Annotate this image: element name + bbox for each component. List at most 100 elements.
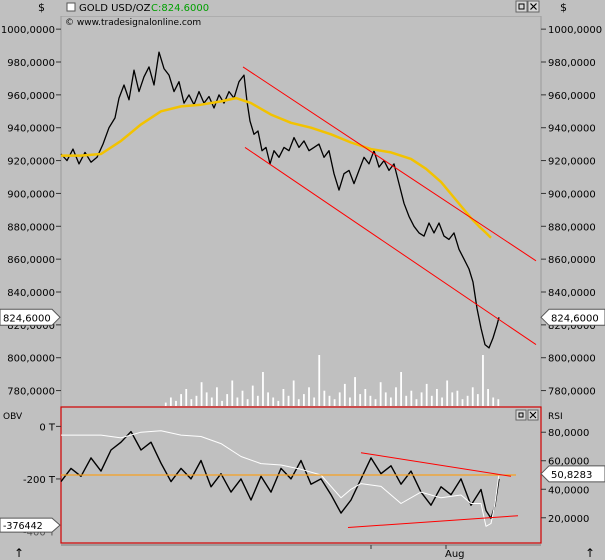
website-credit: © www.tradesignalonline.com <box>65 18 201 28</box>
last-price-text-right: 824,6000 <box>551 313 599 324</box>
y-tick-label-right: 800,0000 <box>548 354 596 365</box>
obv-tick-label: -200 T <box>23 475 56 486</box>
y-tick-label-right: 880,0000 <box>548 222 596 233</box>
volume-bar <box>354 377 356 406</box>
indicator-ticks: 0 T -200 T -400 T 80,0000 60,0000 40,0000 20,0… <box>23 422 589 538</box>
y-tick-label-right: 940,0000 <box>548 124 596 135</box>
volume-bar <box>190 399 193 406</box>
price-line <box>60 51 500 349</box>
volume-bar <box>251 385 254 406</box>
obv-line <box>60 430 500 520</box>
rsi-last-tag <box>540 465 605 483</box>
volume-bar <box>389 397 392 406</box>
y-tick-label-right: 820,0000 <box>548 321 596 332</box>
y-tick-label-left: 780,0000 <box>7 387 55 398</box>
volume-bar <box>456 390 459 406</box>
last-price-markers: 824,6000 824,6000 <box>0 308 605 326</box>
rsi-last-text: 50,8283 <box>551 470 592 481</box>
lower-trendline-line <box>347 515 519 528</box>
volume-bar <box>226 394 229 406</box>
volume-bar <box>410 390 413 406</box>
volume-bar <box>169 397 172 406</box>
price-y-ticks: 1000,0000 1000,0000 980,0000 980,0000 960,00… <box>1 25 602 397</box>
rsi-line <box>61 430 500 527</box>
rsi-tick-label: 20,0000 <box>548 514 589 525</box>
rsi-tick-label: 40,0000 <box>548 485 589 496</box>
volume-bar <box>303 394 305 406</box>
indicator-series-group: -376442 50,8283 <box>0 430 605 533</box>
volume-bar <box>333 399 336 406</box>
y-tick-label-left: 920,0000 <box>7 157 55 168</box>
obv-hidden-tick-label: -400 T <box>23 527 56 538</box>
obv-tick-label: 0 T <box>39 422 56 433</box>
volume-bar <box>430 395 433 406</box>
volume-bar <box>256 395 259 406</box>
volume-bar <box>487 389 489 406</box>
y-tick-label-left: 860,0000 <box>7 255 55 266</box>
y-tick-label-left: 900,0000 <box>7 189 55 200</box>
volume-bar <box>195 395 198 406</box>
volume-bar <box>200 382 203 406</box>
last-price-tag-left <box>0 308 61 326</box>
volume-bar <box>246 399 249 406</box>
volume-bar <box>476 394 479 406</box>
volume-bar <box>308 387 310 406</box>
y-tick-label-left: 980,0000 <box>7 58 55 69</box>
volume-bar <box>267 392 269 406</box>
volume-bar <box>328 395 331 406</box>
volume-bar <box>451 392 454 406</box>
volume-bar <box>180 394 182 406</box>
volume-bar <box>338 392 341 406</box>
indicator-restore-icon[interactable] <box>515 409 527 421</box>
volume-bar <box>216 387 218 406</box>
y-tick-label-right: 860,0000 <box>548 255 596 266</box>
volume-bar <box>343 383 346 406</box>
volume-bar <box>175 400 177 406</box>
y-tick-label-right: 920,0000 <box>548 157 596 168</box>
volume-bar <box>379 382 382 406</box>
obv-last-text: -376442 <box>3 521 43 532</box>
y-tick-label-right: 1000,0000 <box>548 25 602 36</box>
volume-bar <box>231 380 234 406</box>
volume-bar <box>313 397 316 406</box>
volume-bar <box>441 397 443 406</box>
volume-bar <box>436 389 438 406</box>
volume-bar <box>471 387 474 406</box>
volume-bar <box>349 397 351 406</box>
y-tick-label-left: 800,0000 <box>7 354 55 365</box>
x-tick-label: Aug <box>445 549 465 560</box>
volume-bar <box>466 395 469 406</box>
volume-bar <box>364 389 367 406</box>
volume-bar <box>395 387 397 406</box>
close-icon[interactable] <box>527 0 540 13</box>
scroll-left-arrow-icon[interactable]: ↑ <box>14 546 24 560</box>
volume-bar <box>282 389 285 406</box>
y-tick-label-left: 820,0000 <box>7 321 55 332</box>
trend-channel-lower-line <box>244 146 537 346</box>
indicator-close-icon[interactable] <box>527 409 539 421</box>
volume-bar <box>236 397 239 406</box>
obv-last-tag <box>0 517 61 533</box>
restore-icon[interactable] <box>515 0 528 13</box>
volume-bar <box>374 399 377 406</box>
scroll-right-arrow-icon[interactable]: ↑ <box>585 546 595 560</box>
volume-bar <box>262 372 264 406</box>
volume-bar <box>359 394 362 406</box>
currency-symbol-right: $ <box>560 1 567 14</box>
volume-bar <box>164 402 167 406</box>
volume-bar <box>420 392 423 406</box>
y-tick-label-left: 840,0000 <box>7 288 55 299</box>
last-price-text-left: 824,6000 <box>3 313 51 324</box>
volume-bar <box>318 355 321 406</box>
trend-channel-upper-line <box>242 66 537 262</box>
y-tick-label-right: 900,0000 <box>548 189 596 200</box>
y-tick-label-right: 980,0000 <box>548 58 596 69</box>
volume-bar <box>461 399 464 406</box>
volume-bar <box>482 355 484 406</box>
legend-swatch-icon <box>66 2 76 12</box>
volume-bar <box>415 399 418 406</box>
top-bar <box>0 0 605 16</box>
y-tick-label-right: 780,0000 <box>548 387 596 398</box>
close-label: C:824.6000 <box>151 3 209 14</box>
